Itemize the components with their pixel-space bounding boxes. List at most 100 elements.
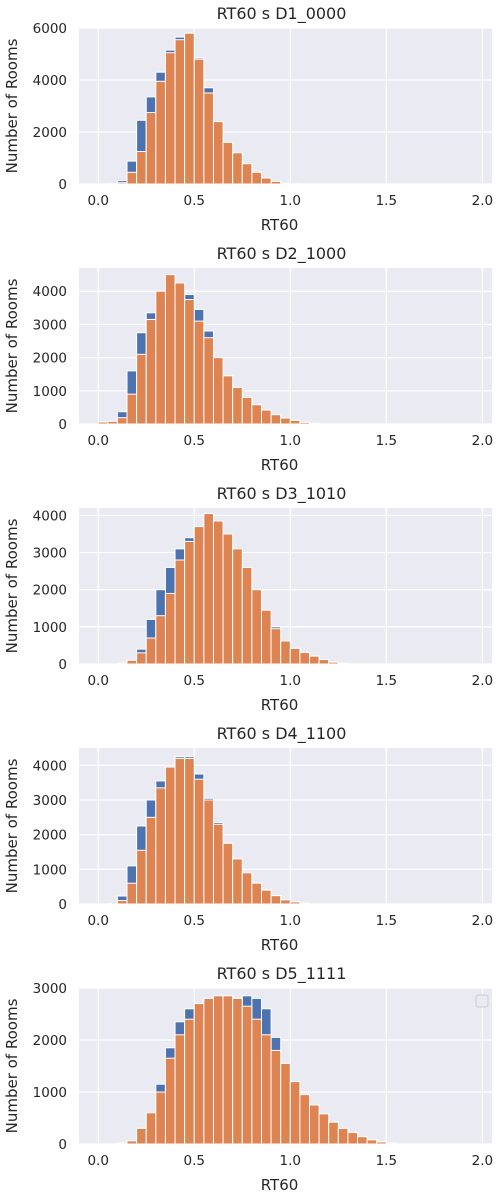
histogram-bar xyxy=(174,559,186,665)
y-tick-label: 3000 xyxy=(33,981,67,997)
y-tick-label: 4000 xyxy=(33,758,67,774)
series-2 xyxy=(97,274,320,425)
x-tick-label: 1.0 xyxy=(280,433,301,449)
histogram-bar xyxy=(241,872,253,905)
histogram-bar xyxy=(299,421,311,425)
chart-panel-1: RT60 s D1_0000 0.0 0.5 1.0 1.5 2.0 0 2000 4000 60… xyxy=(3,4,493,234)
y-tick-label: 2000 xyxy=(33,583,67,599)
histogram-bar xyxy=(184,540,195,665)
x-axis-label: RT60 xyxy=(261,696,299,714)
x-tick-label: 0.0 xyxy=(87,433,108,449)
histogram-bar xyxy=(280,182,291,185)
x-tick-label: 0.5 xyxy=(184,193,205,209)
histogram-bar xyxy=(270,895,282,905)
histogram-bar xyxy=(280,640,291,665)
x-tick-label: 1.5 xyxy=(376,193,397,209)
histogram-bar xyxy=(107,420,118,425)
histogram-bar xyxy=(116,662,128,665)
y-axis-label: Number of Rooms xyxy=(3,518,21,653)
x-tick-label: 2.0 xyxy=(472,193,493,209)
y-axis-label: Number of Rooms xyxy=(3,38,21,173)
x-axis-label: RT60 xyxy=(261,1176,299,1194)
y-tick-label: 2000 xyxy=(33,828,67,844)
histogram-bar xyxy=(289,419,301,425)
histogram-bar xyxy=(260,889,272,905)
histogram-bar xyxy=(184,32,195,185)
histogram-bar xyxy=(212,995,224,1145)
histogram-bar xyxy=(116,1142,128,1145)
histogram-bar xyxy=(203,513,214,665)
histogram-bar xyxy=(337,1127,349,1145)
y-axis-label: Number of Rooms xyxy=(3,998,21,1133)
x-tick-label: 1.0 xyxy=(280,913,301,929)
histogram-bar xyxy=(318,1113,330,1145)
x-tick-label: 2.0 xyxy=(472,913,493,929)
histogram-bar xyxy=(193,526,205,665)
y-tick-label: 3000 xyxy=(33,317,67,333)
y-tick-label: 0 xyxy=(58,177,67,193)
histogram-bar xyxy=(260,409,272,425)
y-tick-label: 0 xyxy=(58,657,67,673)
y-tick-label: 3000 xyxy=(33,546,67,562)
histogram-bar xyxy=(174,1034,186,1145)
histogram-bar xyxy=(126,393,138,425)
chart-panel-2: RT60 s D2_1000 0.0 0.5 1.0 1.5 2.0 0 1000 2000 30… xyxy=(3,244,493,474)
y-tick-label: 0 xyxy=(58,1137,67,1153)
y-tick-label: 1000 xyxy=(33,1085,67,1101)
histogram-bar xyxy=(299,651,311,665)
histogram-bar xyxy=(116,900,128,905)
legend-box xyxy=(475,994,489,1008)
x-tick-label: 0.0 xyxy=(87,913,108,929)
x-tick-label: 0.5 xyxy=(184,1153,205,1169)
histogram-bar xyxy=(164,52,176,185)
histogram-bar xyxy=(222,533,234,665)
y-tick-label: 6000 xyxy=(33,21,67,37)
histogram-bar xyxy=(126,171,138,185)
histogram-bar xyxy=(136,151,147,185)
histogram-bar xyxy=(260,177,272,185)
histogram-bar xyxy=(289,647,301,665)
chart-title: RT60 s D2_1000 xyxy=(217,244,347,264)
histogram-bar xyxy=(145,318,157,425)
histogram-bar xyxy=(385,1142,397,1145)
histogram-bar xyxy=(280,1062,291,1145)
histogram-bar xyxy=(184,299,195,425)
chart-title: RT60 s D1_0000 xyxy=(217,4,347,24)
y-axis-label: Number of Rooms xyxy=(3,758,21,893)
histogram-bar xyxy=(136,849,147,905)
histogram-bar xyxy=(328,1121,339,1145)
histogram-bar xyxy=(289,901,301,905)
histogram-bar xyxy=(232,386,243,425)
histogram-bar xyxy=(164,1057,176,1145)
histogram-bar xyxy=(260,609,272,665)
histogram-bar xyxy=(299,1094,311,1145)
histogram-bar xyxy=(280,899,291,905)
histogram-bar xyxy=(203,92,214,185)
histogram-bar xyxy=(309,655,320,665)
histogram-bar xyxy=(222,995,234,1145)
x-tick-label: 1.5 xyxy=(376,673,397,689)
series-2 xyxy=(107,757,311,905)
y-tick-label: 2000 xyxy=(33,1033,67,1049)
histogram-bar xyxy=(212,357,224,425)
histogram-bar xyxy=(251,1018,262,1145)
histogram-bar xyxy=(155,787,166,905)
x-axis-label: RT60 xyxy=(261,216,299,234)
histogram-bar xyxy=(126,882,138,905)
histogram-bar xyxy=(145,637,157,665)
chart-panel-4: RT60 s D4_1100 0.0 0.5 1.0 1.5 2.0 0 1000 2000 30… xyxy=(3,724,493,954)
x-tick-label: 0.5 xyxy=(184,913,205,929)
histogram-bar xyxy=(232,152,243,185)
x-tick-label: 1.5 xyxy=(376,913,397,929)
series-2 xyxy=(116,513,349,665)
histogram-bar xyxy=(241,566,253,665)
y-tick-label: 1000 xyxy=(33,620,67,636)
histogram-bar xyxy=(203,997,214,1145)
histogram-bar xyxy=(232,548,243,665)
histogram-bar xyxy=(193,58,205,185)
histogram-bar xyxy=(270,414,282,425)
x-tick-label: 1.0 xyxy=(280,673,301,689)
histogram-bar xyxy=(136,1127,147,1145)
histogram-bar xyxy=(116,417,128,425)
histogram-bar xyxy=(260,1034,272,1145)
